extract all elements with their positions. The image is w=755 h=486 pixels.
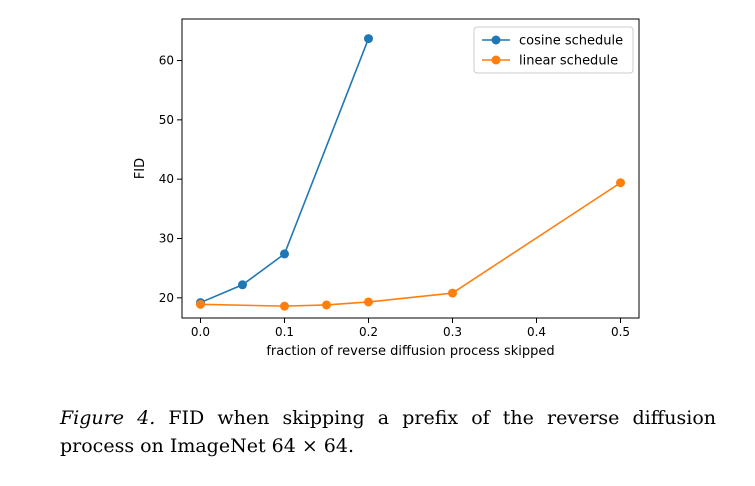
- series-0-point: [279, 249, 289, 259]
- series-1-point: [363, 297, 373, 307]
- x-tick-label: 0.5: [611, 325, 630, 339]
- axes-frame: [181, 18, 640, 319]
- y-tick-label: 40: [159, 172, 174, 186]
- y-tick-label: 60: [159, 54, 174, 68]
- series-1-point: [448, 288, 458, 298]
- legend-entry-label: linear schedule: [519, 54, 618, 69]
- legend-entry-label: cosine schedule: [519, 34, 623, 49]
- series-1-point: [321, 300, 331, 310]
- legend: cosine schedule linear schedule: [473, 26, 634, 74]
- legend-swatch-marker: [491, 55, 501, 65]
- figure-label: Figure 4.: [60, 407, 156, 429]
- series-1-point: [616, 178, 626, 188]
- y-axis-label: FID: [133, 158, 148, 179]
- series-1-point: [195, 299, 205, 309]
- x-tick-label: 0.2: [359, 325, 378, 339]
- y-axis-ticks: 20 30 40 50 60: [159, 54, 182, 305]
- x-tick-label: 0.0: [191, 325, 210, 339]
- x-tick-label: 0.3: [443, 325, 462, 339]
- x-tick-label: 0.4: [527, 325, 546, 339]
- fid-line-chart: 0.0 0.1 0.2 0.3 0.4 0.5 20 30 40 50 60 fraction o…: [133, 18, 640, 359]
- y-tick-label: 50: [159, 113, 174, 127]
- plot-area: 0.0 0.1 0.2 0.3 0.4 0.5 20 30 40 50 60 fraction o…: [133, 18, 640, 359]
- x-axis-ticks: 0.0 0.1 0.2 0.3 0.4 0.5: [191, 318, 630, 339]
- series-0-point: [363, 34, 373, 44]
- y-tick-label: 20: [159, 291, 174, 305]
- series-line-1: [200, 182, 621, 307]
- series-0-point: [237, 280, 247, 290]
- series-layer: [195, 34, 626, 311]
- series-1-point: [279, 301, 289, 311]
- figure-caption: Figure 4. FID when skipping a prefix of …: [60, 404, 716, 460]
- x-tick-label: 0.1: [275, 325, 294, 339]
- legend-box: [473, 26, 634, 74]
- legend-swatch-marker: [491, 35, 501, 45]
- y-tick-label: 30: [159, 232, 174, 246]
- caption-text: FID when skipping a prefix of the revers…: [60, 407, 716, 457]
- series-line-0: [200, 38, 370, 304]
- x-axis-label: fraction of reverse diffusion process sk…: [266, 344, 554, 359]
